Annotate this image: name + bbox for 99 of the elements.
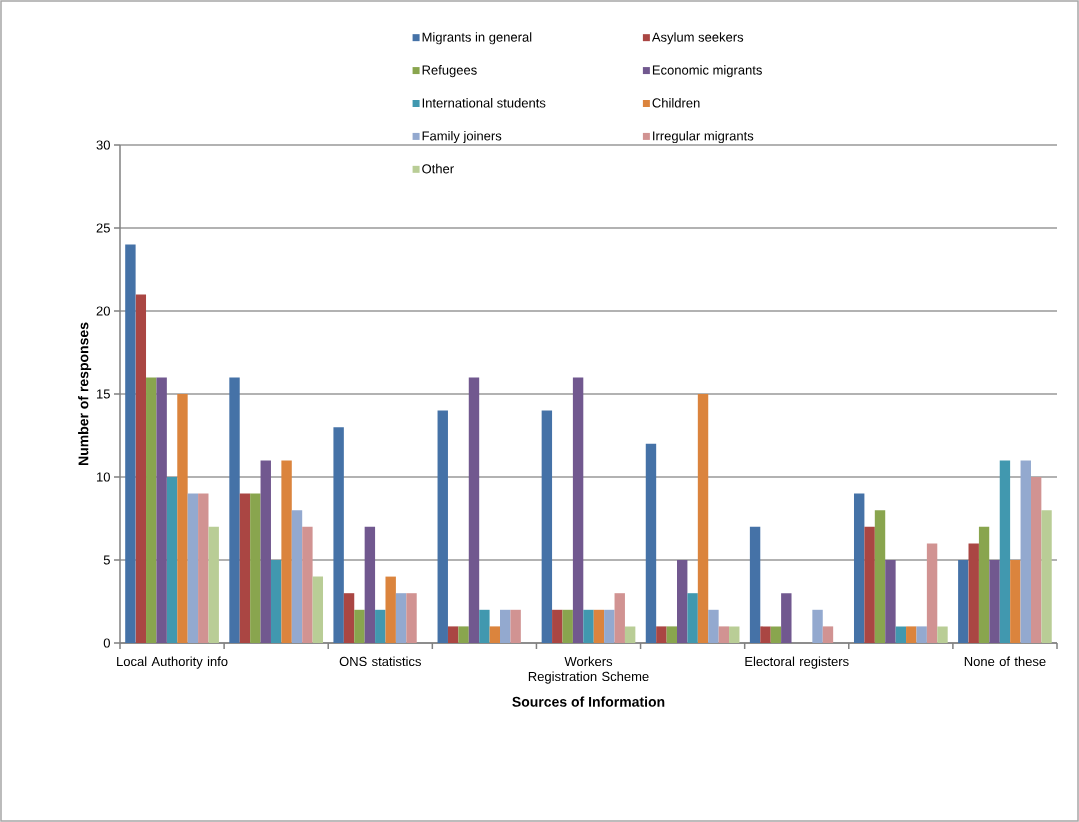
legend-label: Other — [422, 163, 454, 174]
bar — [770, 626, 782, 643]
bar — [166, 477, 178, 643]
y-tick-label: 0 — [103, 638, 110, 648]
bar — [583, 609, 594, 643]
legend-label: Children — [652, 98, 700, 108]
bar — [198, 493, 209, 643]
bar — [437, 410, 448, 643]
bar — [656, 626, 667, 643]
bar — [270, 559, 282, 643]
bar — [260, 460, 271, 643]
y-tick-label: 20 — [96, 306, 110, 316]
bar — [885, 559, 896, 643]
x-tick-label: Electoral registers — [745, 656, 849, 669]
bar — [614, 593, 625, 643]
bar — [874, 510, 886, 643]
bar — [333, 427, 344, 643]
bar — [572, 377, 584, 643]
bar — [812, 609, 823, 643]
bar — [822, 626, 834, 643]
legend-label: Migrants in general — [422, 32, 532, 45]
bar — [760, 626, 771, 643]
y-axis-title: Number of responses — [78, 322, 92, 466]
bar — [146, 377, 157, 643]
bar — [312, 576, 324, 643]
bar — [645, 443, 657, 643]
bar — [1030, 477, 1042, 643]
bar — [708, 609, 719, 643]
y-tick-label: 15 — [96, 389, 110, 399]
bar — [489, 626, 501, 643]
bar — [1041, 510, 1052, 643]
bar — [187, 493, 199, 643]
bar — [208, 526, 219, 643]
x-tick-label: None of these — [964, 656, 1046, 667]
bar — [364, 526, 376, 643]
bar — [624, 626, 636, 643]
x-tick-label: Local Authority info — [117, 656, 228, 669]
bar — [864, 526, 875, 643]
bar — [302, 526, 313, 643]
bar — [999, 460, 1011, 643]
bar — [937, 626, 948, 643]
bar — [447, 626, 459, 643]
bar — [500, 609, 511, 643]
bar — [677, 559, 688, 643]
bar — [177, 393, 188, 643]
bar — [229, 377, 240, 643]
bar — [125, 244, 136, 643]
bar — [239, 493, 251, 643]
bar — [593, 609, 605, 643]
bar — [687, 593, 698, 643]
bar — [697, 393, 709, 643]
bar — [968, 543, 979, 643]
bar — [926, 543, 938, 643]
bar — [479, 609, 490, 643]
legend-label: Irregular migrants — [653, 130, 754, 144]
bar — [906, 626, 917, 643]
bar — [135, 294, 147, 643]
y-tick-label: 30 — [96, 140, 110, 150]
x-tick-label: ONS statistics — [339, 656, 421, 667]
bar — [729, 626, 740, 643]
bar — [552, 609, 563, 643]
y-tick-label: 10 — [96, 472, 110, 482]
bar — [354, 609, 365, 643]
bar — [343, 593, 355, 643]
bar — [281, 460, 292, 643]
bar — [916, 626, 927, 643]
bar — [749, 526, 761, 643]
y-tick-label: 5 — [103, 555, 110, 565]
y-tick-label: 25 — [96, 223, 110, 233]
bar — [541, 410, 553, 643]
bar — [406, 593, 417, 643]
x-axis-title: Sources of Information — [512, 696, 665, 707]
bar — [1020, 460, 1031, 643]
bar — [395, 593, 407, 643]
x-tick-label: Workers Registration Scheme — [528, 656, 649, 684]
bar — [458, 626, 469, 643]
bar — [291, 510, 303, 643]
bar — [604, 609, 615, 643]
bar — [468, 377, 480, 643]
bar — [958, 559, 969, 643]
bar — [978, 526, 990, 643]
bar — [1010, 559, 1021, 643]
legend-label: International students — [422, 98, 546, 108]
bar — [385, 576, 396, 643]
legend-label: Asylum seekers — [651, 32, 744, 45]
bar — [781, 593, 792, 643]
bar — [250, 493, 261, 643]
bar — [989, 559, 1000, 643]
legend-label: Family joiners — [422, 130, 502, 144]
bar — [718, 626, 730, 643]
bar — [562, 609, 573, 643]
legend-label: Refugees — [422, 65, 477, 78]
bar — [666, 626, 677, 643]
bar — [895, 626, 907, 643]
legend-label: Economic migrants — [652, 65, 762, 78]
bar — [375, 609, 386, 643]
bar — [510, 609, 521, 643]
bar — [853, 493, 865, 643]
bar — [156, 377, 167, 643]
